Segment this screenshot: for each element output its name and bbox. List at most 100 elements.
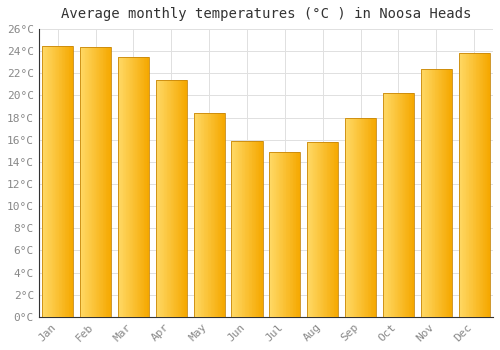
Bar (363, 118, 364, 317)
Bar (132, 57, 134, 317)
Bar (345, 118, 346, 317)
Bar (80, 47, 111, 317)
Bar (161, 80, 162, 317)
Bar (331, 142, 332, 317)
Bar (299, 152, 300, 317)
Bar (476, 54, 477, 317)
Bar (122, 57, 124, 317)
Bar (148, 57, 149, 317)
Bar (428, 69, 430, 317)
Bar (202, 113, 203, 317)
Bar (389, 93, 390, 317)
Bar (431, 69, 432, 317)
Bar (165, 80, 166, 317)
Bar (288, 152, 290, 317)
Bar (54, 46, 56, 317)
Bar (350, 118, 352, 317)
Bar (53, 46, 54, 317)
Bar (466, 54, 467, 317)
Bar (90, 47, 91, 317)
Bar (110, 47, 111, 317)
Bar (458, 54, 490, 317)
Bar (479, 54, 480, 317)
Bar (308, 142, 310, 317)
Bar (66, 46, 67, 317)
Bar (173, 80, 174, 317)
Bar (362, 118, 363, 317)
Bar (183, 80, 184, 317)
Bar (393, 93, 394, 317)
Bar (87, 47, 88, 317)
Bar (373, 118, 374, 317)
Bar (118, 57, 149, 317)
Bar (408, 93, 410, 317)
Bar (258, 141, 260, 317)
Bar (206, 113, 207, 317)
Bar (407, 93, 408, 317)
Bar (330, 142, 331, 317)
Bar (42, 46, 74, 317)
Bar (450, 69, 451, 317)
Bar (141, 57, 142, 317)
Bar (444, 69, 445, 317)
Bar (109, 47, 110, 317)
Bar (442, 69, 444, 317)
Bar (312, 142, 314, 317)
Bar (244, 141, 246, 317)
Bar (243, 141, 244, 317)
Bar (464, 54, 465, 317)
Bar (232, 141, 262, 317)
Bar (255, 141, 256, 317)
Bar (175, 80, 176, 317)
Bar (247, 141, 248, 317)
Bar (83, 47, 84, 317)
Bar (105, 47, 106, 317)
Bar (223, 113, 224, 317)
Bar (52, 46, 53, 317)
Bar (475, 54, 476, 317)
Bar (427, 69, 428, 317)
Bar (234, 141, 236, 317)
Bar (480, 54, 481, 317)
Bar (169, 80, 170, 317)
Bar (156, 80, 187, 317)
Bar (102, 47, 104, 317)
Bar (399, 93, 400, 317)
Bar (164, 80, 165, 317)
Bar (125, 57, 126, 317)
Bar (95, 47, 96, 317)
Bar (424, 69, 426, 317)
Bar (168, 80, 169, 317)
Bar (291, 152, 292, 317)
Bar (367, 118, 368, 317)
Bar (239, 141, 240, 317)
Bar (260, 141, 261, 317)
Bar (474, 54, 475, 317)
Bar (273, 152, 274, 317)
Bar (58, 46, 59, 317)
Bar (47, 46, 48, 317)
Bar (261, 141, 262, 317)
Bar (207, 113, 208, 317)
Bar (281, 152, 282, 317)
Bar (236, 141, 237, 317)
Bar (296, 152, 298, 317)
Bar (56, 46, 57, 317)
Bar (436, 69, 437, 317)
Bar (146, 57, 148, 317)
Bar (120, 57, 121, 317)
Bar (311, 142, 312, 317)
Bar (174, 80, 175, 317)
Bar (238, 141, 239, 317)
Bar (252, 141, 253, 317)
Bar (253, 141, 254, 317)
Bar (402, 93, 403, 317)
Bar (270, 152, 300, 317)
Bar (392, 93, 393, 317)
Bar (346, 118, 348, 317)
Bar (221, 113, 222, 317)
Bar (410, 93, 411, 317)
Bar (278, 152, 280, 317)
Bar (406, 93, 407, 317)
Bar (307, 142, 308, 317)
